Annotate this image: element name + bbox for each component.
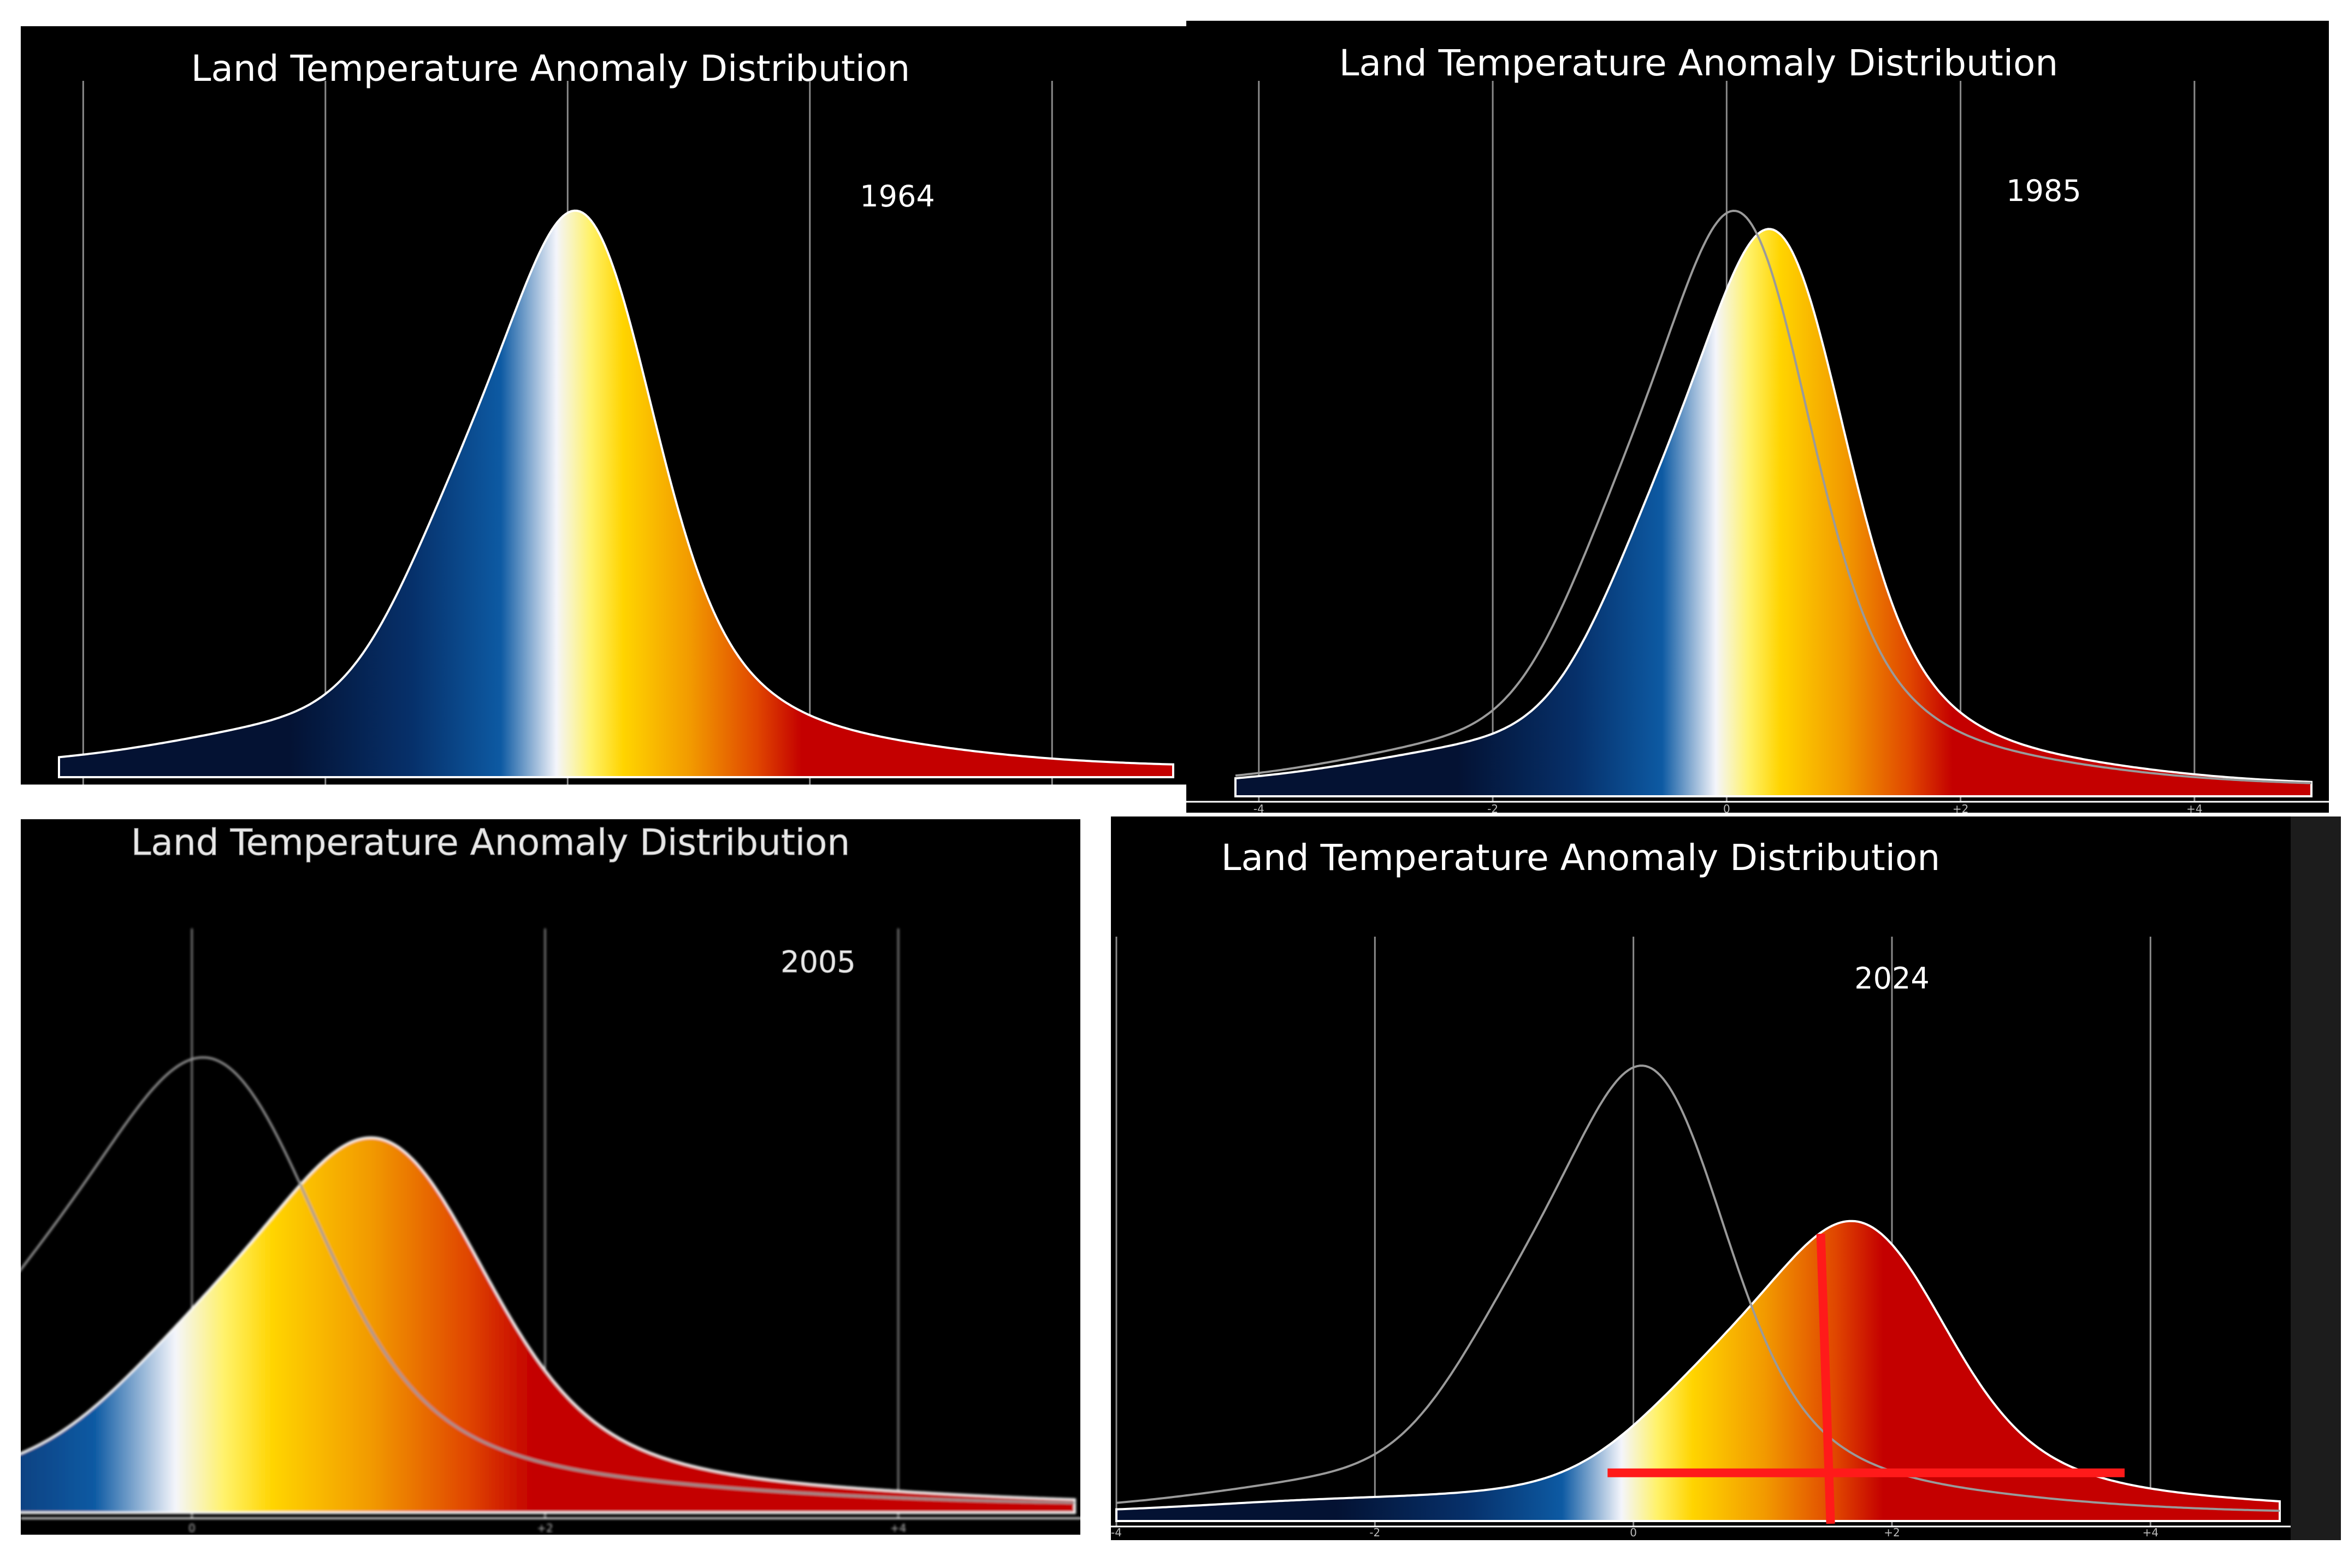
chart-title: Land Temperature Anomaly Distribution [1339,42,2059,84]
reference-curve-1964 [1116,1064,2280,1512]
x-tick-label-0: 0 [1723,802,1730,813]
chart-title: Land Temperature Anomaly Distribution [131,821,850,863]
plot-area: -4-20+2+4 [21,81,1186,785]
plot-area: -4 -2 0 +2 +4 [1111,937,2291,1539]
x-tick-label-0: 0 [1630,1526,1637,1539]
chart-svg-2005: Land Temperature Anomaly Distribution 20… [21,821,1080,1535]
x-tick-label--4: -4 [1111,1526,1122,1539]
chart-svg-2024: Land Temperature Anomaly Distribution 20… [1111,837,2291,1539]
panel-edge-strip [2291,816,2341,1540]
chart-panel-2005: Land Temperature Anomaly Distribution 20… [21,819,1080,1535]
x-tick-label-+4: +4 [2143,1526,2158,1539]
chart-panel-2024: Land Temperature Anomaly Distribution 20… [1111,816,2291,1540]
year-label: 1964 [860,179,935,214]
x-tick-label-+2: +2 [1953,802,1968,813]
x-tick-label--2: -2 [1369,1526,1380,1539]
chart-svg-1964: Land Temperature Anomaly Distribution 19… [21,48,1186,785]
chart-title: Land Temperature Anomaly Distribution [191,48,910,90]
chart-panel-1985: Land Temperature Anomaly Distribution 19… [1186,21,2329,813]
x-tick-label-+4: +4 [2186,802,2202,813]
year-label: 2005 [780,945,855,979]
x-tick-label-+2: +2 [1884,1526,1900,1539]
plot-area: 0 +2 +4 [21,928,1080,1535]
year-label: 1985 [2006,174,2081,208]
reference-curve-1964 [1235,209,2312,784]
x-tick-label-+2: +2 [537,1522,553,1535]
chart-panel-1964: Land Temperature Anomaly Distribution 19… [21,26,1186,785]
chart-svg-1985: Land Temperature Anomaly Distribution 19… [1186,42,2329,813]
x-tick-label--2: -2 [1487,802,1498,813]
x-tick-label-0: 0 [188,1522,196,1535]
reference-curve-1964 [21,1056,1075,1504]
distribution-area-1985 [1234,228,2312,797]
plot-area: -4 -2 0 +2 +4 [1186,81,2329,813]
distribution-area-2005 [21,1136,1076,1514]
distribution-area-1964 [58,209,1174,778]
x-tick-label-+4: +4 [890,1522,906,1535]
x-tick-label--4: -4 [1253,802,1264,813]
chart-title: Land Temperature Anomaly Distribution [1221,837,1941,879]
